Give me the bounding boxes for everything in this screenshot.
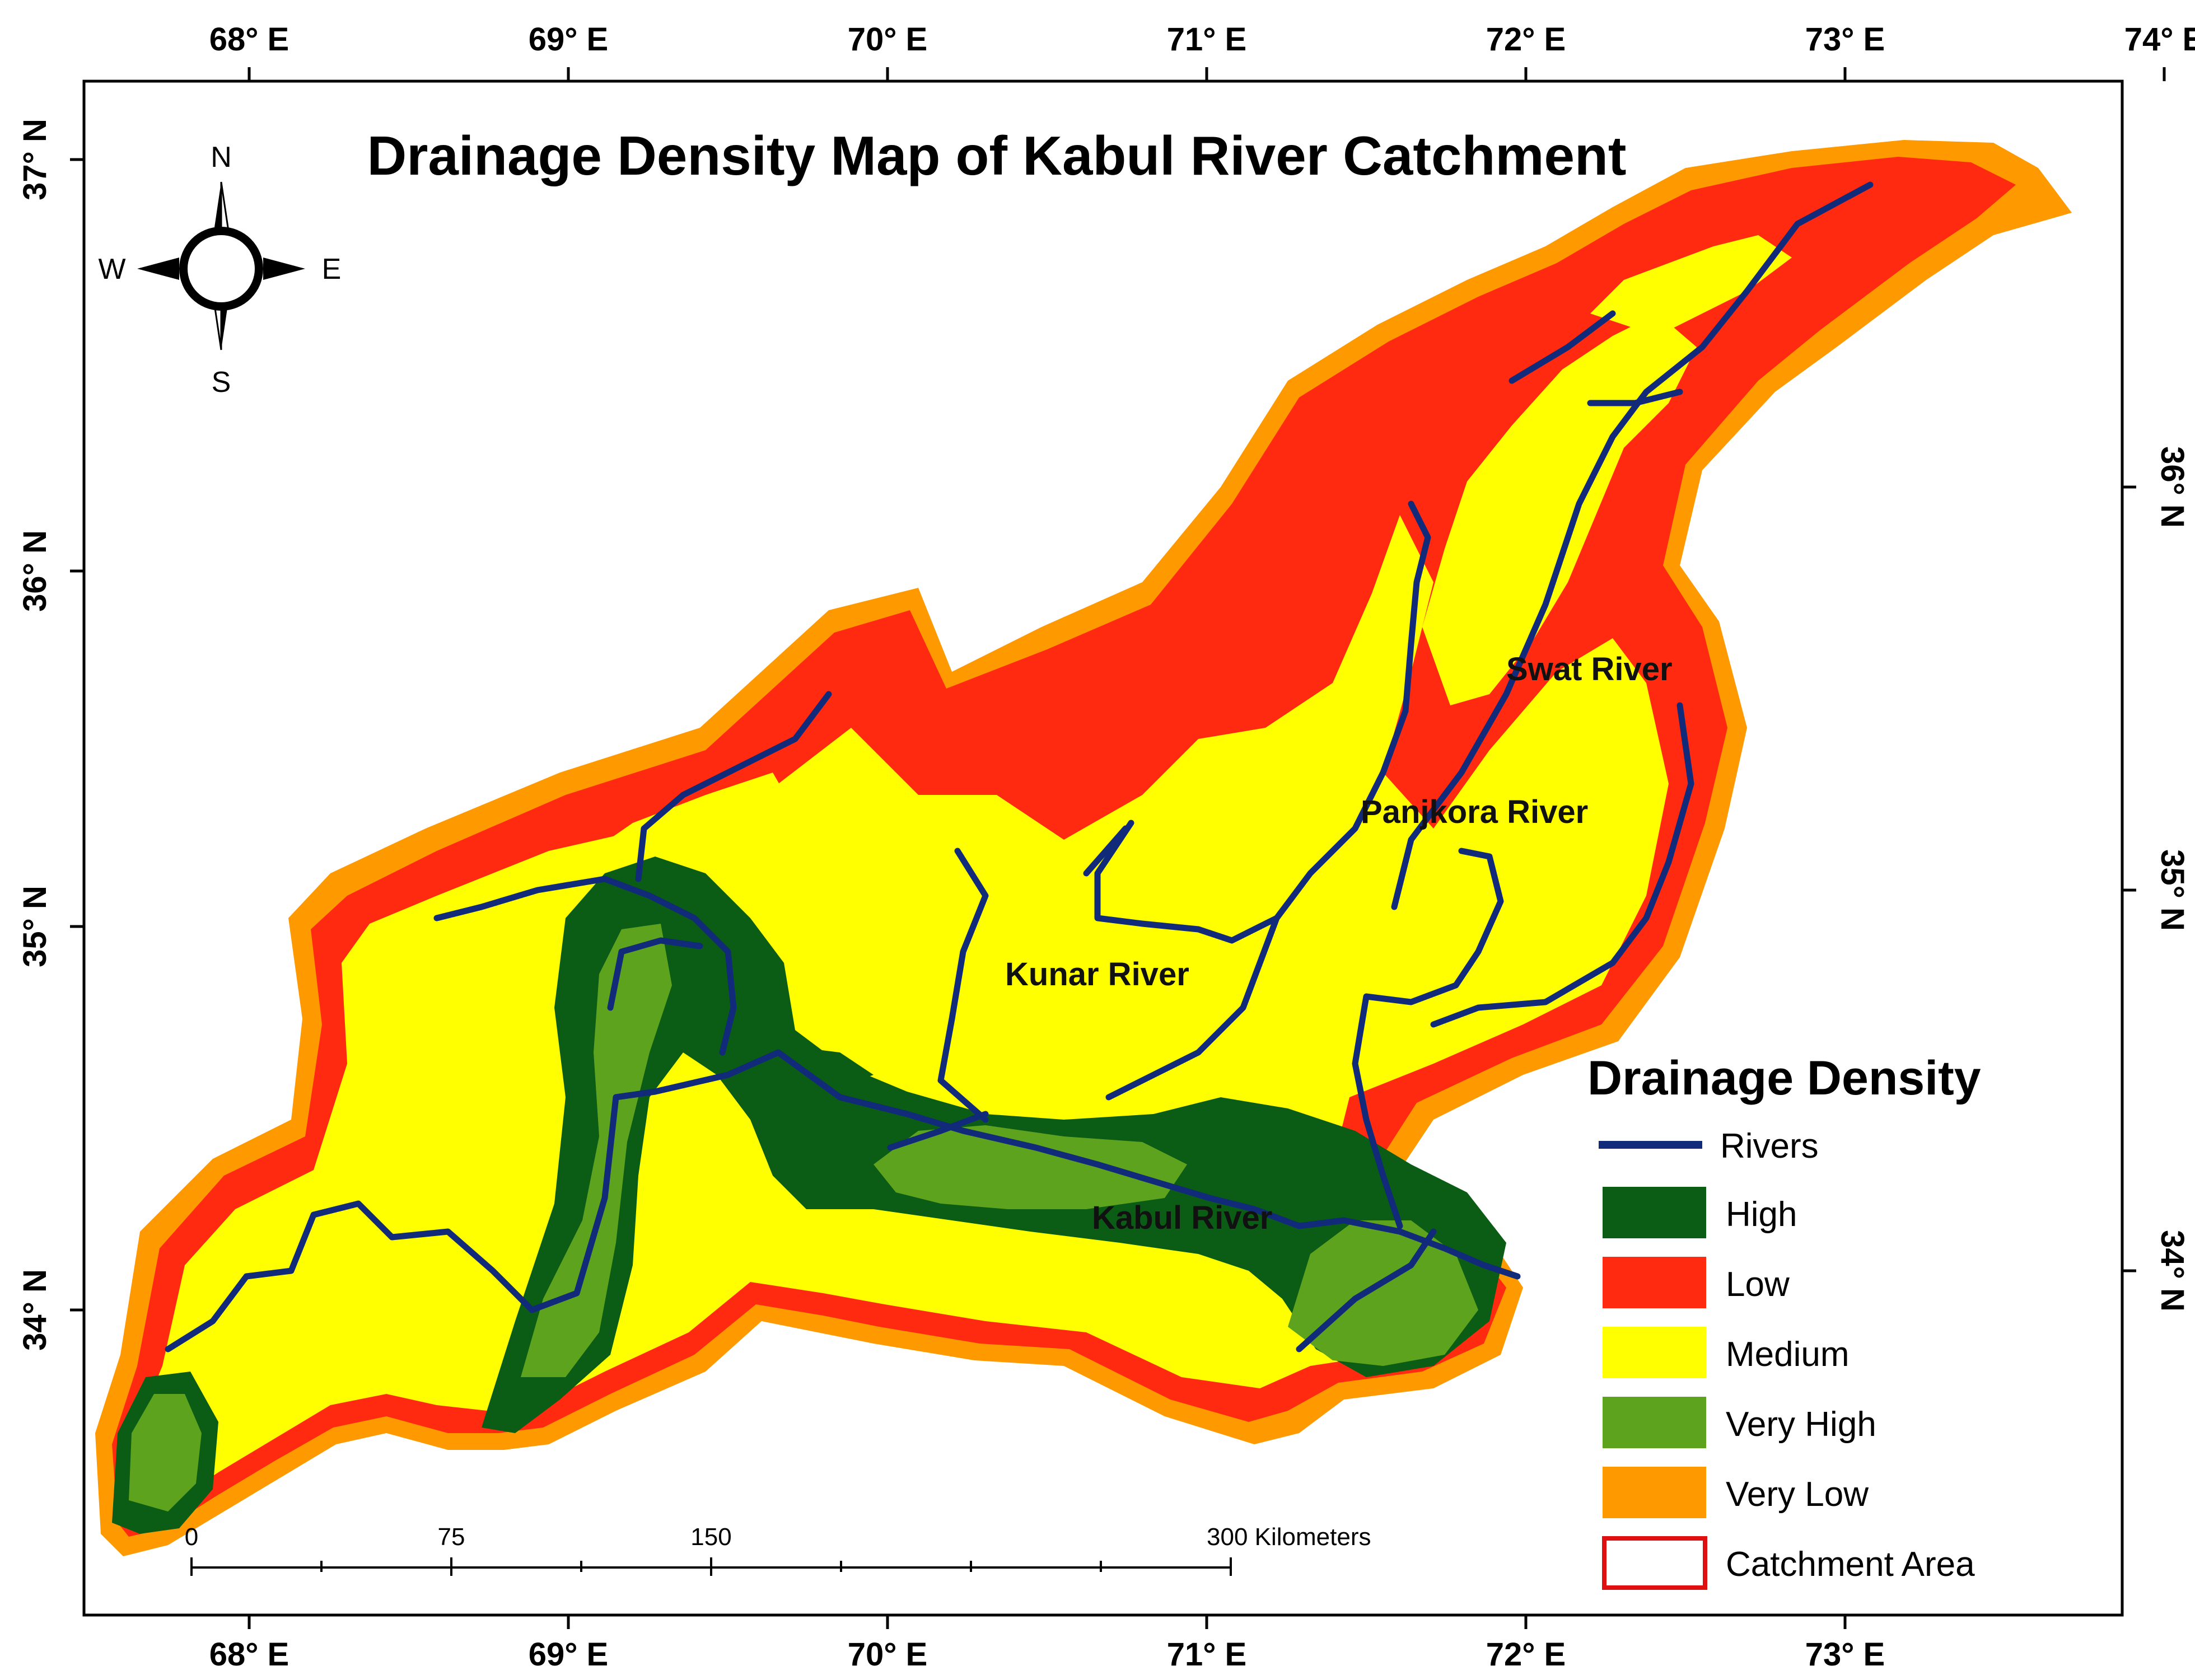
catchment-map [95,140,2072,1556]
x-axis-bottom: 68° E 69° E 70° E 71° E 72° E 73° E [209,1636,1885,1673]
river-network [165,181,1874,1353]
compass-west: W [98,253,125,286]
y-tick-right: 35° N [2154,849,2191,931]
scale-bar: 0 75 150 300 Kilometers [185,1523,1371,1576]
river-panjkora-branch [1105,915,1280,1101]
x-tick-bottom: 68° E [209,1636,289,1673]
compass-south: S [212,366,231,399]
legend: Drainage Density Rivers High Low Medium … [1587,1051,1981,1590]
legend-label: Low [1726,1265,1790,1304]
river-label-panjkora: Panjkora River [1361,794,1588,830]
river-kunar-branch [887,1111,989,1151]
y-tick-right: 34° N [2154,1230,2191,1312]
river-northwest [635,691,832,882]
legend-label: Very High [1726,1405,1876,1444]
x-tick-top: 72° E [1486,21,1566,58]
river-swat [1352,848,1504,1229]
x-tick-top: 74° E [2124,21,2195,58]
x-tick-bottom: 69° E [529,1636,609,1673]
north-arrow-icon: N S W E [98,141,341,399]
river-north-west [1587,389,1683,406]
legend-swatch-catchment [1602,1536,1707,1590]
zone-high-island [750,1047,874,1097]
x-tick-bottom: 71° E [1167,1636,1247,1673]
river-north-branch [1509,310,1616,384]
y-tick-right: 36° N [2154,446,2191,528]
y-tick-left: 37° N [17,119,53,200]
legend-label: Catchment Area [1726,1545,1975,1584]
x-tick-top: 69° E [529,21,609,58]
legend-label: Very Low [1726,1475,1869,1514]
x-tick-bottom: 73° E [1805,1636,1885,1673]
scale-label: 0 [185,1523,198,1551]
scale-label: 300 Kilometers [1207,1523,1371,1551]
legend-swatch-high [1603,1187,1706,1238]
river-central [1083,825,1129,877]
river-west [433,876,737,1056]
legend-label: High [1726,1195,1797,1234]
zone-very-high [521,924,672,1377]
y-tick-left: 35° N [17,886,53,967]
scale-label: 75 [438,1523,465,1551]
zone-medium-upper [1590,235,1792,336]
river-label-swat: Swat River [1506,651,1673,687]
y-tick-left: 34° N [17,1269,53,1351]
legend-swatch-very-low [1603,1467,1706,1518]
x-axis-top: 68° E 69° E 70° E 71° E 72° E 73° E 74° … [209,21,2195,58]
x-tick-top: 71° E [1167,21,1247,58]
legend-swatch-medium [1603,1327,1706,1378]
x-tick-bottom: 72° E [1486,1636,1566,1673]
river-panjkora [1094,500,1431,944]
x-tick-top: 70° E [848,21,928,58]
river-swat-east [1430,702,1694,1028]
map-title: Drainage Density Map of Kabul River Catc… [367,125,1626,186]
x-tick-top: 68° E [209,21,289,58]
river-north-main [1391,181,1874,910]
river-kunar [937,848,989,1123]
compass-east: E [322,253,342,286]
zone-medium-west [560,773,795,896]
x-tick-top: 73° E [1805,21,1885,58]
legend-swatch-very-high [1603,1397,1706,1448]
legend-title: Drainage Density [1587,1051,1981,1105]
zone-very-high-east [1288,1220,1478,1366]
river-kabul [165,1049,1521,1353]
river-west-loop [607,937,703,1011]
compass-north: N [211,141,232,174]
y-axis-left: 37° N 36° N 35° N 34° N [17,119,53,1351]
x-tick-bottom: 70° E [848,1636,928,1673]
zone-very-high-west [129,1394,202,1511]
river-labels: Swat River Panjkora River Kunar River Ka… [1005,651,1673,1236]
river-label-kunar: Kunar River [1005,956,1189,993]
legend-swatch-low [1603,1257,1706,1308]
y-tick-left: 36° N [17,530,53,612]
river-kabul-south [1296,1228,1437,1353]
tick-marks [70,67,2166,1629]
legend-label: Rivers [1720,1127,1819,1166]
scale-label: 150 [690,1523,731,1551]
legend-label: Medium [1726,1335,1850,1374]
zone-very-high-center [874,1125,1187,1209]
river-label-kabul: Kabul River [1092,1200,1272,1236]
y-axis-right: 36° N 35° N 34° N [2154,446,2191,1312]
